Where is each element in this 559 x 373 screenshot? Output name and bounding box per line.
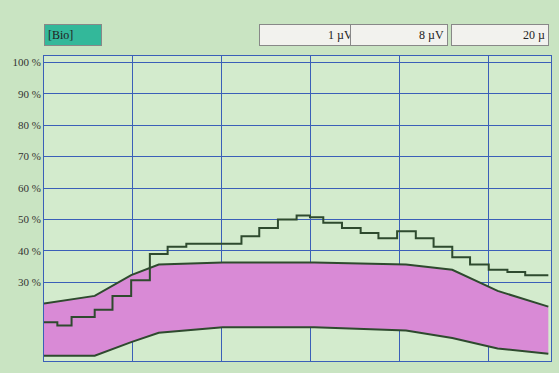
svg-text:70 %: 70 %	[18, 150, 41, 162]
svg-text:1 µV: 1 µV	[328, 28, 353, 42]
svg-text:8 µV: 8 µV	[419, 28, 444, 42]
svg-text:50 %: 50 %	[18, 213, 41, 225]
svg-text:90 %: 90 %	[18, 88, 41, 100]
svg-text:60 %: 60 %	[18, 182, 41, 194]
svg-text:20 µ: 20 µ	[523, 28, 545, 42]
svg-text:40 %: 40 %	[18, 245, 41, 257]
svg-text:80 %: 80 %	[18, 119, 41, 131]
svg-text:100 %: 100 %	[12, 56, 40, 68]
svg-text:30 %: 30 %	[18, 276, 41, 288]
svg-text:[Bio]: [Bio]	[48, 28, 73, 42]
